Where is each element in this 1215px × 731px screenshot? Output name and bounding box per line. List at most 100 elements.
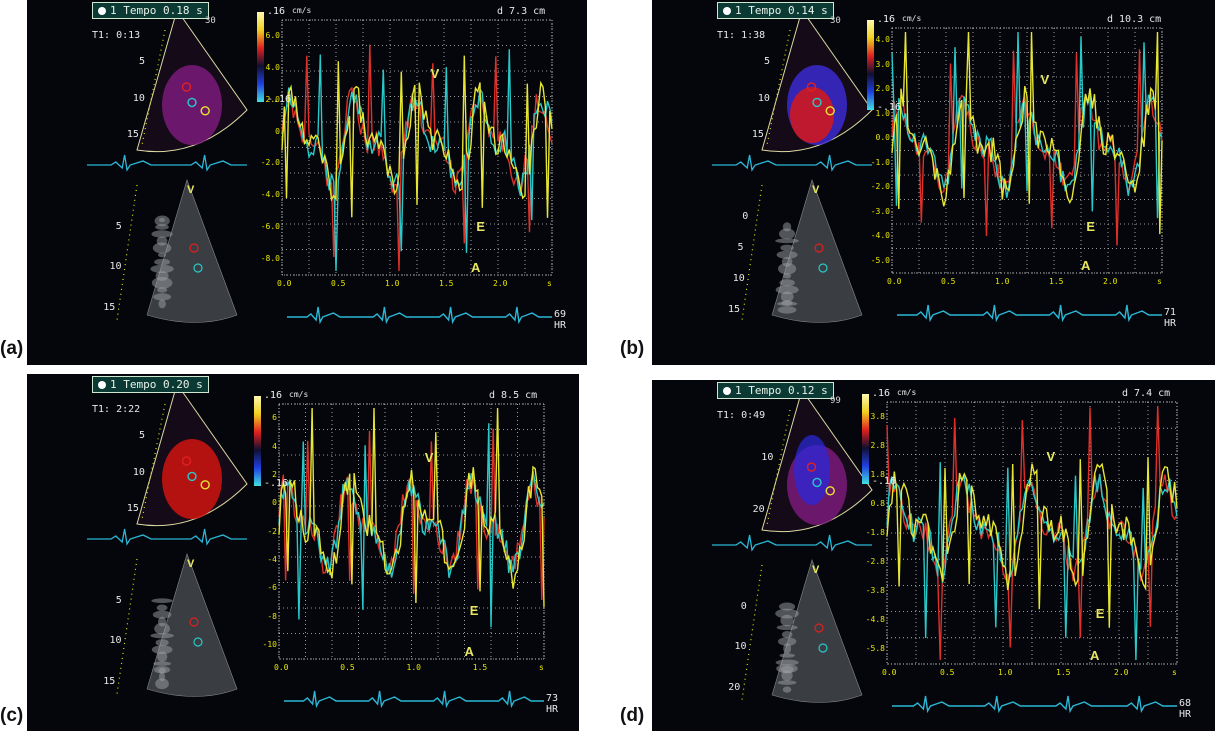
wave-label: E [1086,219,1096,235]
y-tick-label: -5.0 [870,255,890,265]
x-tick-label: 2.0 [1103,277,1118,286]
speckle [155,678,169,690]
colorbar-max: .16 [877,14,896,25]
probe-label: V [187,184,195,196]
x-tick-label: 0.0 [277,279,292,288]
bmode-depth-label: 20 [728,681,741,693]
speckle [152,610,172,619]
sample-marker [814,243,824,253]
speckle [780,244,794,252]
speckle [151,230,173,238]
speckle [151,277,173,289]
info-text: 1 Tempo 0.20 s [110,378,203,391]
speckle [781,631,793,639]
ecg-trace-small [712,154,872,172]
y-tick-label: 1.0 [875,108,890,118]
velocity-colorbar [254,396,261,486]
speckle [777,306,797,314]
y-tick-label: -2.8 [865,557,885,567]
plot-frame [281,19,553,276]
sample-marker [200,106,210,116]
speckle [158,667,166,674]
velocity-color-region [794,435,830,505]
speckle [155,639,169,647]
record-icon [723,7,731,15]
speckle [156,604,168,611]
sample-marker [181,456,192,466]
y-tick-label: -5.8 [865,644,885,654]
speckle [158,252,167,258]
wave-label: E [476,218,486,234]
info-box: 1 Tempo 0.14 s [717,2,834,19]
speckle [779,602,796,611]
trace-yellow [886,457,1178,628]
sample-marker [187,471,197,482]
ecg-trace [287,306,552,325]
ecg-trace [892,695,1177,714]
sector-depth-label: 15 [126,503,139,515]
velocity-color-region [790,87,834,143]
panel-label: (d) [620,705,645,726]
trace-yellow [281,55,553,218]
trace-red [278,428,545,601]
heart-rate-value: 68 [1179,698,1192,709]
depth-scale [116,184,138,321]
sample-marker [812,97,822,108]
sample-marker [189,617,199,627]
y-tick-label: 4.0 [875,35,890,45]
y-tick-label: -4.8 [865,615,885,625]
bmode-depth-label: 15 [727,303,740,315]
y-tick-label: -4 [267,554,277,564]
ecg-trace [284,690,544,709]
speckle [154,258,170,266]
x-tick-label: s [547,279,552,288]
speckle [779,279,795,287]
frame-number: 30 [205,16,216,26]
speckle [153,661,172,666]
info-box: 1 Tempo 0.12 s [717,382,834,399]
frame-number: 99 [830,396,841,406]
speckle [775,238,799,244]
time-readout: T1: 0:49 [717,410,766,421]
y-tick-label: 2 [272,469,277,479]
plot-frame [891,27,1163,274]
speckle [154,622,171,635]
x-tick-label: 1.0 [385,279,400,288]
speckle [777,680,797,685]
y-tick-label: -6.0 [260,222,280,232]
x-tick-label: 1.0 [406,663,421,672]
y-tick-label: 6.0 [265,30,280,40]
bmode-depth-label: 10 [734,641,747,653]
speckle [775,285,799,295]
sample-marker [193,263,203,273]
speckle [780,614,794,627]
ecg-trace-small [87,528,247,546]
bmode-depth-label: 5 [115,220,122,232]
heart-rate-unit: HR [554,320,567,331]
x-tick-label: 1.0 [995,277,1010,286]
info-box: 1 Tempo 0.18 s [92,2,209,19]
speckle [158,299,166,309]
trace-yellow [891,31,1163,235]
unit-label: cm/s [897,388,917,397]
distance-readout: d 7.4 cm [1122,388,1171,399]
sample-marker [193,637,203,647]
speckle [779,653,795,658]
y-tick-label: 1.8 [870,469,885,479]
colorbar-min: -.16 [267,94,292,105]
speckle [777,301,798,306]
heart-rate: 71 HR [1164,307,1176,329]
info-text: 1 Tempo 0.14 s [735,4,828,17]
panel-label: (c) [0,705,24,726]
sample-marker [825,486,835,496]
y-tick-label: -3.0 [870,206,890,216]
bmode-depth-label: 15 [103,301,116,313]
heart-rate: 68 HR [1179,698,1191,720]
speckle [151,645,173,655]
x-tick-label: s [1157,277,1162,286]
sample-marker [818,643,828,653]
ultrasound-panel-a: 1 Tempo 0.18 s T1: 0:13 30 .16 -.16 cm/s d 7.3… [27,0,587,365]
frame-number: 30 [830,16,841,26]
probe-label: V [187,558,195,570]
sample-marker [806,462,817,472]
